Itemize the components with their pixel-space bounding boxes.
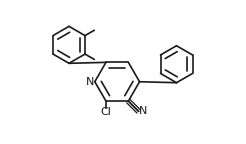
Text: N: N bbox=[86, 77, 95, 87]
Text: Cl: Cl bbox=[101, 107, 111, 117]
Text: N: N bbox=[138, 106, 147, 116]
